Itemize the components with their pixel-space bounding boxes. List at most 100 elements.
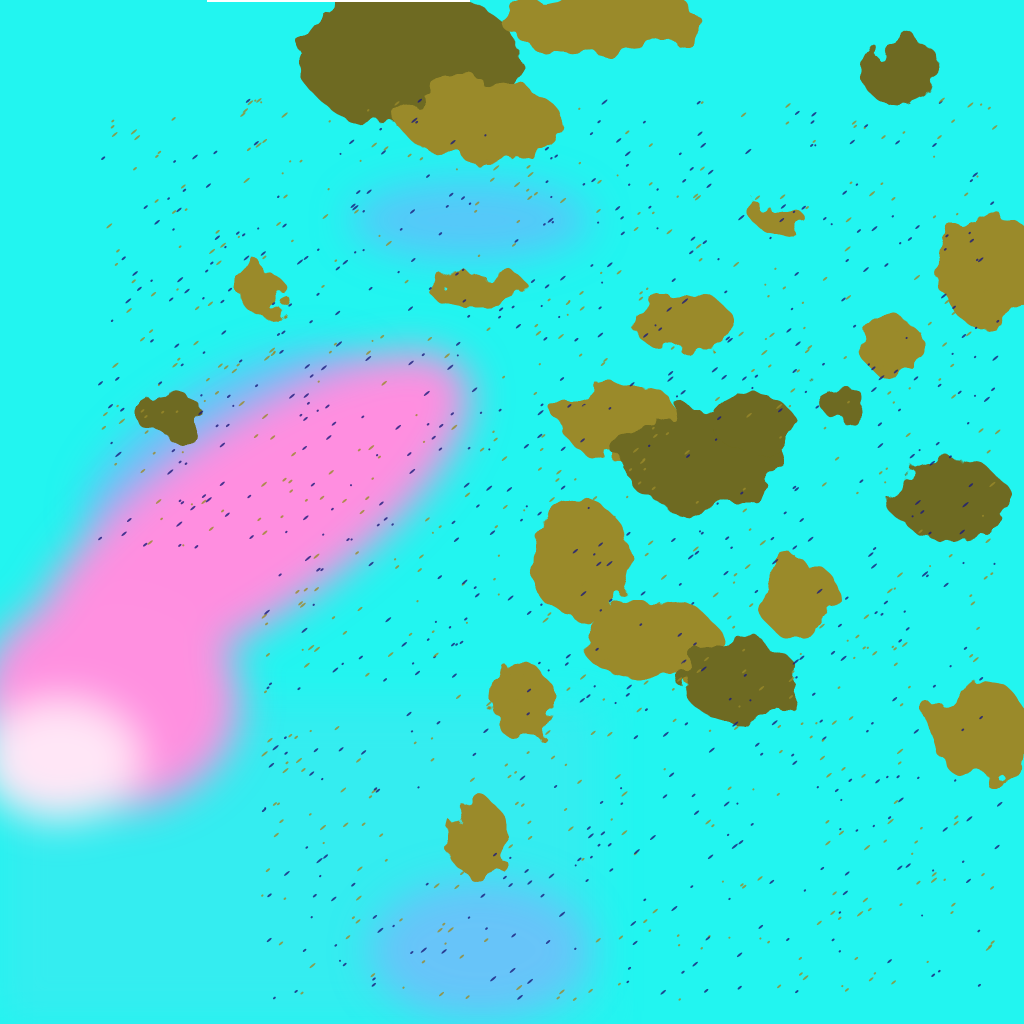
- speckle: [279, 349, 284, 354]
- speckle: [562, 570, 569, 576]
- speckle: [450, 412, 454, 416]
- speckle: [578, 353, 583, 357]
- speckle: [816, 588, 823, 594]
- speckle: [371, 142, 377, 148]
- speckle: [732, 721, 739, 727]
- speckle: [118, 418, 126, 424]
- speckle: [302, 445, 307, 451]
- speckle: [885, 467, 889, 470]
- speckle: [681, 298, 689, 304]
- speckle: [820, 866, 825, 871]
- speckle: [578, 107, 581, 110]
- speckle: [407, 153, 412, 158]
- speckle: [856, 911, 864, 917]
- speckle: [565, 654, 571, 659]
- speckle: [918, 529, 923, 534]
- speckle: [528, 106, 533, 111]
- speckle: [498, 315, 502, 319]
- speckle: [994, 429, 1001, 435]
- speckle: [180, 501, 185, 505]
- speckle: [920, 826, 923, 830]
- speckle: [694, 550, 700, 555]
- speckle: [577, 779, 582, 784]
- speckle: [992, 125, 998, 130]
- speckle: [243, 177, 250, 184]
- speckle: [803, 889, 807, 892]
- speckle: [288, 303, 293, 307]
- speckle: [314, 587, 319, 592]
- speckle: [869, 191, 876, 197]
- speckle: [929, 565, 932, 568]
- speckle: [98, 381, 103, 386]
- speckle: [242, 233, 246, 237]
- speckle: [257, 517, 262, 522]
- speckle: [643, 919, 648, 924]
- speckle: [209, 248, 216, 254]
- speckle: [628, 468, 633, 472]
- speckle: [914, 274, 920, 281]
- speckle: [221, 330, 227, 335]
- speckle: [807, 536, 814, 542]
- speckle: [840, 798, 843, 802]
- speckle: [106, 223, 113, 229]
- speckle: [695, 500, 699, 504]
- speckle: [837, 623, 842, 628]
- speckle: [607, 262, 613, 268]
- speckle: [556, 996, 560, 1000]
- speckle: [738, 705, 741, 708]
- speckle: [597, 649, 602, 654]
- speckle: [816, 786, 819, 789]
- speckle: [308, 813, 312, 816]
- speckle: [439, 423, 444, 428]
- speckle: [345, 935, 351, 940]
- speckle: [223, 365, 229, 370]
- speckle: [359, 159, 362, 162]
- speckle: [777, 408, 783, 413]
- speckle: [672, 718, 677, 723]
- speckle: [898, 797, 904, 803]
- speckle: [786, 938, 790, 941]
- speckle: [692, 546, 699, 552]
- speckle: [847, 400, 850, 404]
- speckle: [640, 591, 646, 596]
- speckle: [361, 822, 366, 826]
- speckle: [134, 135, 141, 141]
- speckle: [918, 449, 921, 452]
- speckle: [604, 562, 608, 565]
- speckle: [350, 538, 353, 541]
- speckle: [742, 376, 747, 381]
- speckle: [966, 816, 973, 822]
- speckle: [371, 477, 374, 480]
- speckle: [140, 468, 146, 474]
- speckle: [455, 694, 462, 699]
- speckle: [396, 123, 399, 126]
- speckle: [559, 911, 566, 917]
- speckle: [633, 849, 640, 855]
- speckle: [438, 447, 443, 451]
- land-patch: [760, 560, 840, 640]
- speckle: [447, 927, 454, 933]
- speckle: [139, 337, 146, 342]
- speckle: [273, 832, 279, 838]
- speckle: [310, 916, 313, 919]
- speckle: [247, 100, 254, 106]
- speckle: [320, 365, 327, 371]
- speckle: [467, 446, 471, 450]
- speckle: [636, 707, 642, 713]
- speckle: [620, 216, 624, 220]
- speckle: [862, 646, 866, 650]
- speckle: [182, 188, 187, 192]
- speckle: [564, 662, 569, 666]
- speckle: [381, 380, 387, 386]
- speckle: [486, 485, 493, 491]
- speckle: [304, 498, 308, 502]
- speckle: [926, 574, 929, 578]
- speckle: [620, 231, 625, 236]
- speckle: [602, 698, 606, 701]
- speckle: [929, 460, 936, 466]
- speckle: [335, 266, 341, 271]
- speckle: [737, 985, 742, 990]
- speckle: [648, 444, 651, 447]
- speckle: [178, 543, 182, 547]
